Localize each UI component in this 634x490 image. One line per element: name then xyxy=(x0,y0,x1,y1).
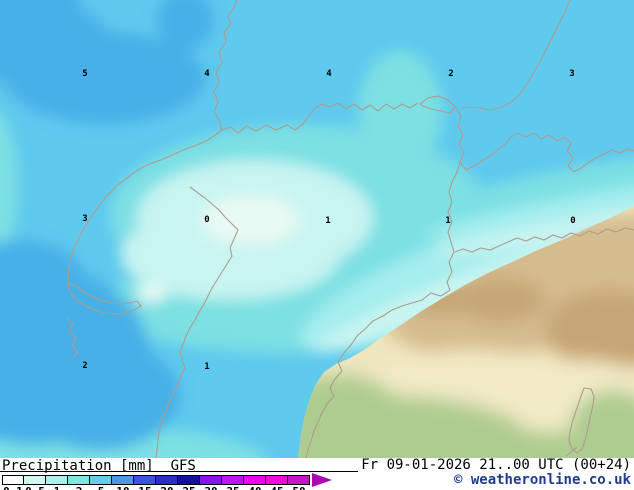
border-graubuenden xyxy=(446,161,461,291)
color-scale-value: 50 xyxy=(288,486,310,490)
border-south-crest xyxy=(454,227,634,253)
grid-value-label: 3 xyxy=(569,69,575,80)
border-geneva-south xyxy=(65,317,79,359)
grid-value-label: 2 xyxy=(448,69,454,80)
color-scale-value: 40 xyxy=(244,486,266,490)
lake-constance-outline xyxy=(419,95,456,114)
precipitation-map: 5 4 4 2 3 3 0 1 1 0 2 1 xyxy=(0,0,634,458)
color-scale-value: 5 xyxy=(90,486,112,490)
grid-value-label: 2 xyxy=(82,361,88,372)
grid-value-label: 4 xyxy=(204,69,210,80)
grid-value-label: 1 xyxy=(204,362,210,373)
grid-value-label: 0 xyxy=(204,215,210,226)
border-jura xyxy=(67,129,223,286)
color-scale-box xyxy=(134,475,156,485)
color-scale xyxy=(2,475,310,485)
forecast-stamp: Fr 09-01-2026 21..00 UTC (00+24) © weath… xyxy=(361,458,631,488)
color-scale-value: 0.1 xyxy=(2,486,24,490)
color-scale-value: 15 xyxy=(134,486,156,490)
color-scale-value: 0.5 xyxy=(24,486,46,490)
copyright: © weatheronline.co.uk xyxy=(453,472,631,488)
country-borders xyxy=(65,0,634,458)
color-scale-box xyxy=(200,475,222,485)
color-scale-box xyxy=(46,475,68,485)
map-canvas xyxy=(0,0,634,458)
lake-ticino-spur xyxy=(565,446,578,457)
legend-title: Precipitation [mm] GFS xyxy=(0,458,358,474)
legend-bar: Precipitation [mm] GFS 0.10.512510152025… xyxy=(0,458,634,490)
color-scale-values: 0.10.5125101520253035404550 xyxy=(2,486,310,490)
color-scale-box xyxy=(178,475,200,485)
color-scale-value: 25 xyxy=(178,486,200,490)
border-east xyxy=(455,107,634,173)
color-scale-box xyxy=(266,475,288,485)
border-north xyxy=(221,102,419,134)
grid-value-label: 5 xyxy=(82,69,88,80)
color-scale-box xyxy=(2,475,24,485)
color-scale-box xyxy=(244,475,266,485)
color-scale-value: 1 xyxy=(46,486,68,490)
color-scale-value: 45 xyxy=(266,486,288,490)
color-scale-box xyxy=(156,475,178,485)
color-scale-value: 35 xyxy=(222,486,244,490)
grid-value-label: 4 xyxy=(326,69,332,80)
grid-value-label: 1 xyxy=(325,216,331,227)
color-scale-box xyxy=(24,475,46,485)
lake-geneva-outline xyxy=(67,282,142,315)
color-scale-value: 20 xyxy=(156,486,178,490)
border-northeast xyxy=(461,0,571,111)
color-scale-box xyxy=(288,475,310,485)
grid-value-label: 0 xyxy=(570,216,576,227)
grid-value-label: 3 xyxy=(82,214,88,225)
color-scale-value: 10 xyxy=(112,486,134,490)
color-scale-value: 2 xyxy=(68,486,90,490)
color-scale-arrow-icon xyxy=(312,473,332,487)
color-scale-box xyxy=(222,475,244,485)
color-scale-box xyxy=(68,475,90,485)
color-scale-value: 30 xyxy=(200,486,222,490)
color-scale-box xyxy=(112,475,134,485)
grid-value-label: 1 xyxy=(445,216,451,227)
border-valais xyxy=(155,186,239,458)
lake-ticino-outline xyxy=(568,387,595,454)
border-rhine-north xyxy=(213,0,238,131)
precip-field xyxy=(0,0,634,458)
forecast-datetime: Fr 09-01-2026 21..00 UTC (00+24) xyxy=(361,457,631,473)
color-scale-box xyxy=(90,475,112,485)
border-ticino xyxy=(305,289,451,458)
